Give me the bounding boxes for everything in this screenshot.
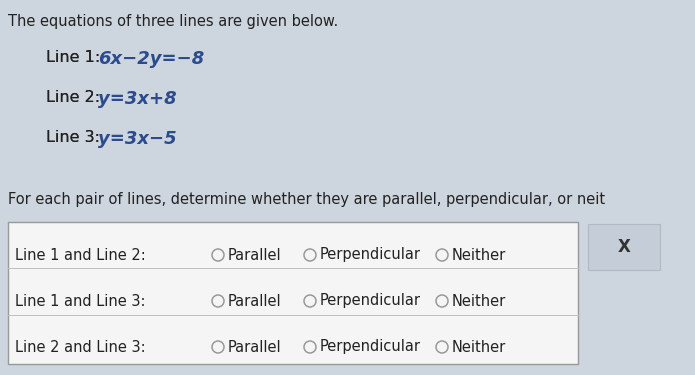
Text: y=3x+8: y=3x+8 [98, 90, 177, 108]
Text: Line 1:: Line 1: [46, 50, 106, 65]
Text: Parallel: Parallel [228, 248, 281, 262]
FancyBboxPatch shape [8, 222, 578, 364]
Text: Neither: Neither [452, 248, 506, 262]
Text: Parallel: Parallel [228, 294, 281, 309]
Text: Parallel: Parallel [228, 339, 281, 354]
Text: Line 1 and Line 3:: Line 1 and Line 3: [15, 294, 145, 309]
Text: Line 2:: Line 2: [46, 90, 105, 105]
Text: Line 3:: Line 3: [46, 130, 105, 145]
Text: Perpendicular: Perpendicular [320, 248, 421, 262]
Text: Neither: Neither [452, 294, 506, 309]
Text: Line 2:: Line 2: [46, 90, 105, 105]
Text: Line 1 and Line 2:: Line 1 and Line 2: [15, 248, 146, 262]
Text: y=3x−5: y=3x−5 [98, 130, 177, 148]
Text: Line 1:: Line 1: [46, 50, 106, 65]
FancyBboxPatch shape [588, 224, 660, 270]
Text: Line 3:: Line 3: [46, 130, 105, 145]
Text: Line 2 and Line 3:: Line 2 and Line 3: [15, 339, 146, 354]
Text: Perpendicular: Perpendicular [320, 294, 421, 309]
Text: 6x−2y=−8: 6x−2y=−8 [98, 50, 204, 68]
Text: X: X [618, 238, 630, 256]
Text: For each pair of lines, determine whether they are parallel, perpendicular, or n: For each pair of lines, determine whethe… [8, 192, 605, 207]
Text: The equations of three lines are given below.: The equations of three lines are given b… [8, 14, 338, 29]
Text: Neither: Neither [452, 339, 506, 354]
Text: Perpendicular: Perpendicular [320, 339, 421, 354]
